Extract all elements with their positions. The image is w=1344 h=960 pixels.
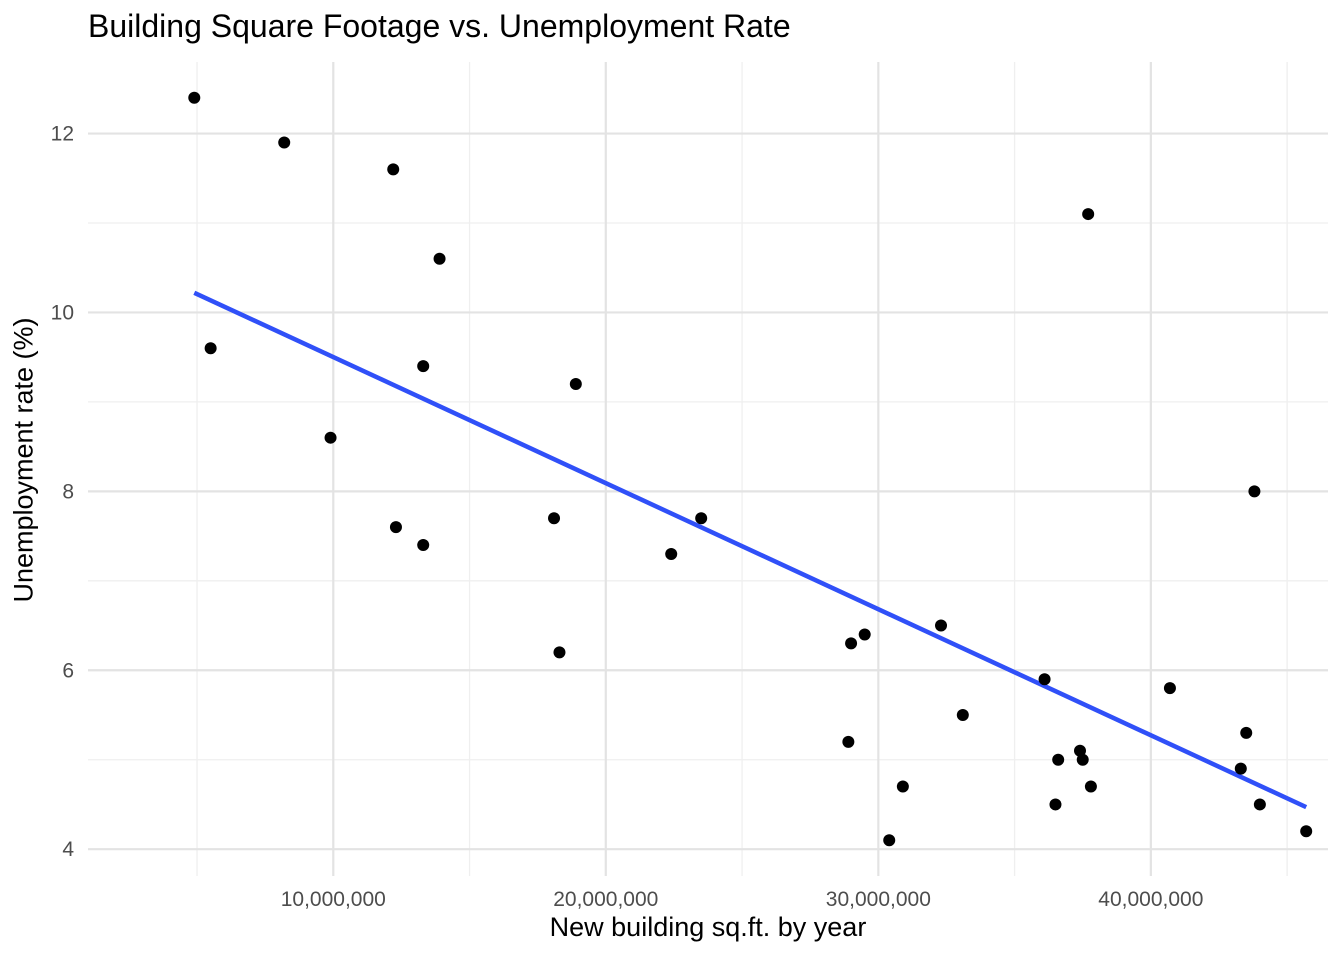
data-point xyxy=(858,628,871,641)
x-axis-label: New building sq.ft. by year xyxy=(549,912,867,942)
data-point xyxy=(883,834,896,847)
data-point xyxy=(1240,726,1253,739)
x-tick-label: 40,000,000 xyxy=(1098,888,1203,911)
data-point xyxy=(1082,208,1095,221)
data-point xyxy=(1234,762,1247,775)
data-point xyxy=(665,547,678,560)
y-tick-label: 10 xyxy=(51,301,74,324)
y-tick-label: 4 xyxy=(62,838,74,861)
y-axis-tick-labels: 4 6 8 10 12 xyxy=(51,123,75,862)
data-point xyxy=(1163,682,1176,695)
data-point xyxy=(548,512,561,525)
data-point xyxy=(956,708,969,721)
data-point xyxy=(1253,798,1266,811)
major-gridlines xyxy=(88,62,1328,876)
data-point xyxy=(1049,798,1062,811)
data-point xyxy=(1038,673,1051,686)
data-point xyxy=(417,360,430,373)
data-point xyxy=(845,637,858,650)
data-point xyxy=(1052,753,1065,766)
data-point xyxy=(387,163,400,176)
data-point xyxy=(695,512,708,525)
chart-title: Building Square Footage vs. Unemployment… xyxy=(88,8,791,44)
data-point xyxy=(1300,825,1313,838)
data-point xyxy=(935,619,948,632)
data-point xyxy=(1248,485,1261,498)
data-point xyxy=(842,735,855,748)
data-point xyxy=(188,91,201,104)
data-point xyxy=(896,780,909,793)
data-point xyxy=(324,431,337,444)
data-points xyxy=(188,91,1313,847)
data-point xyxy=(433,252,446,265)
trend-line xyxy=(193,290,1308,810)
data-point xyxy=(204,342,217,355)
x-tick-label: 30,000,000 xyxy=(826,888,931,911)
y-tick-label: 12 xyxy=(51,123,74,146)
data-point xyxy=(1076,753,1089,766)
data-point xyxy=(553,646,566,659)
y-tick-label: 8 xyxy=(62,480,74,503)
trend-line-group xyxy=(193,290,1308,810)
x-axis-tick-labels: 10,000,000 20,000,000 30,000,000 40,000,000 xyxy=(281,888,1204,911)
data-point xyxy=(278,136,291,149)
x-tick-label: 20,000,000 xyxy=(553,888,658,911)
data-point xyxy=(569,378,582,391)
x-tick-label: 10,000,000 xyxy=(281,888,386,911)
y-tick-label: 6 xyxy=(62,659,74,682)
data-point xyxy=(389,521,402,534)
y-axis-label: Unemployment rate (%) xyxy=(8,317,39,603)
data-point xyxy=(417,539,430,552)
data-point xyxy=(1084,780,1097,793)
minor-gridlines xyxy=(88,62,1328,876)
